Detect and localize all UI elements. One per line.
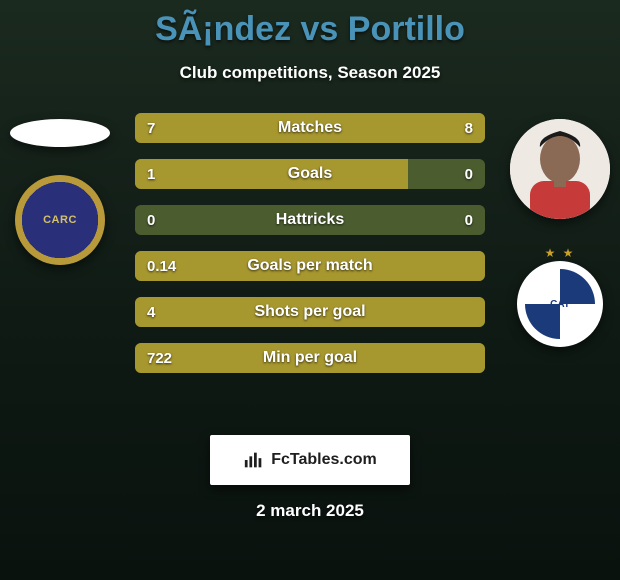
stat-row: 10Goals: [135, 159, 485, 189]
right-player-avatar: [510, 119, 610, 219]
brand-text: FcTables.com: [271, 451, 377, 469]
stat-bars: 78Matches 10Goals 00Hattricks 0.14Goals per…: [135, 113, 485, 373]
left-player-column: [0, 113, 120, 413]
comparison-arena: ★ ★ CAT 78Matches 10Goals 00Hattricks 0.14G…: [0, 113, 620, 413]
left-player-avatar: [10, 119, 110, 147]
page-subtitle: Club competitions, Season 2025: [0, 63, 620, 83]
left-club-badge: [15, 175, 105, 265]
stat-label: Matches: [135, 113, 485, 143]
stat-row: 00Hattricks: [135, 205, 485, 235]
chart-bars-icon: [243, 449, 265, 471]
stat-label: Goals: [135, 159, 485, 189]
stat-label: Goals per match: [135, 251, 485, 281]
footer-date: 2 march 2025: [0, 501, 620, 521]
club-monogram: CAT: [525, 269, 595, 339]
brand-watermark: FcTables.com: [210, 435, 410, 485]
stat-row: 0.14Goals per match: [135, 251, 485, 281]
stat-row: 78Matches: [135, 113, 485, 143]
right-player-column: ★ ★ CAT: [500, 113, 620, 413]
player-silhouette-icon: [510, 119, 610, 219]
stat-row: 722Min per goal: [135, 343, 485, 373]
infographic-root: SÃ¡ndez vs Portillo Club competitions, S…: [0, 0, 620, 580]
right-club-badge: ★ ★ CAT: [517, 247, 603, 347]
star-icon: ★ ★: [545, 247, 576, 259]
page-title: SÃ¡ndez vs Portillo: [0, 0, 620, 49]
stat-row: 4Shots per goal: [135, 297, 485, 327]
stat-label: Hattricks: [135, 205, 485, 235]
stat-label: Shots per goal: [135, 297, 485, 327]
stat-label: Min per goal: [135, 343, 485, 373]
